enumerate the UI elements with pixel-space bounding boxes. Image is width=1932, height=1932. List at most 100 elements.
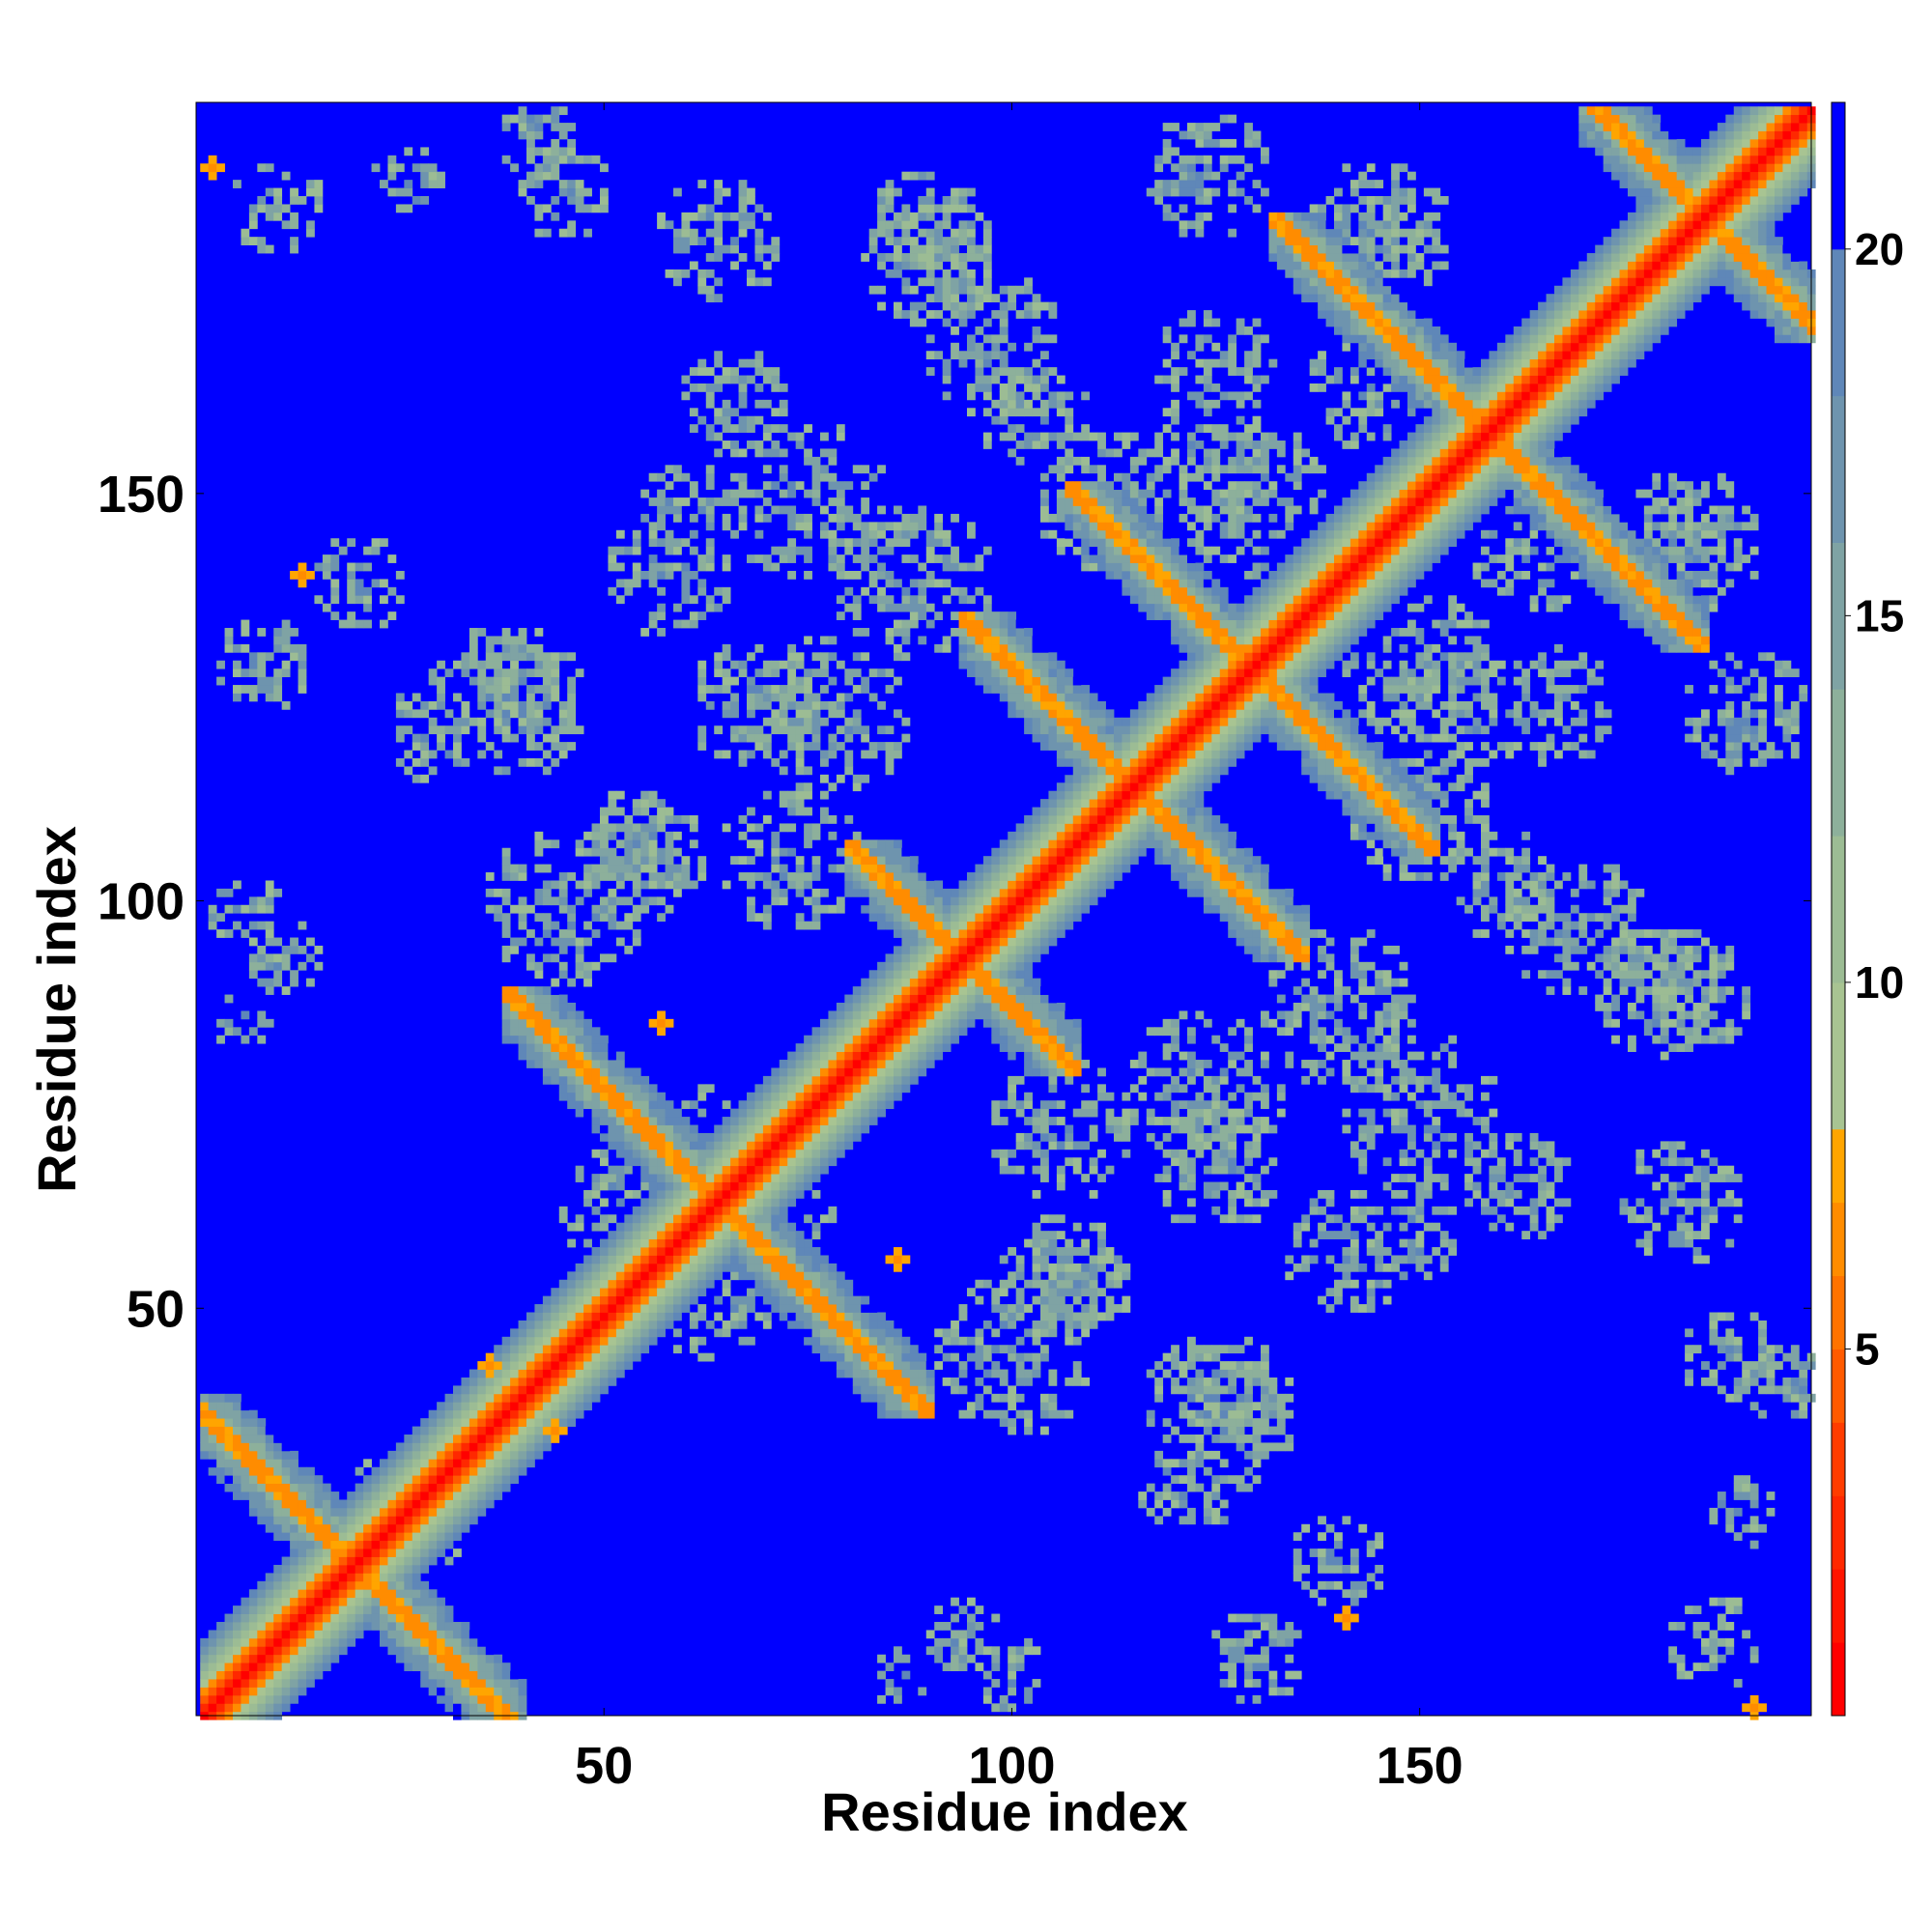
heatmap-cell [918, 228, 927, 238]
heatmap-cell [811, 1027, 821, 1037]
heatmap-cell [583, 155, 592, 164]
heatmap-cell [444, 1703, 454, 1713]
heatmap-cell [697, 358, 707, 368]
heatmap-cell [477, 1703, 487, 1713]
heatmap-cell [901, 872, 911, 881]
heatmap-cell [534, 1328, 544, 1338]
heatmap-cell [608, 562, 617, 572]
heatmap-cell [901, 937, 911, 947]
heatmap-cell [420, 163, 430, 173]
heatmap-cell [885, 1328, 895, 1338]
heatmap-cell [575, 1084, 584, 1094]
heatmap-cell [591, 1279, 601, 1289]
heatmap-cell [673, 1271, 682, 1281]
heatmap-cell [567, 1345, 577, 1354]
heatmap-cell [453, 725, 462, 735]
heatmap-cell [705, 399, 715, 409]
heatmap-cell [665, 269, 674, 278]
heatmap-cell [404, 187, 413, 197]
heatmap-cell [437, 1418, 445, 1427]
heatmap-cell [901, 1336, 911, 1346]
heatmap-cell [665, 1295, 674, 1305]
heatmap-cell [885, 929, 895, 938]
heatmap-cell [248, 212, 258, 221]
heatmap-cell [477, 693, 487, 702]
heatmap-cell [689, 1165, 698, 1175]
heatmap-cell [608, 856, 617, 866]
heatmap-cell [861, 1361, 870, 1370]
heatmap-cell [885, 269, 895, 278]
heatmap-cell [534, 114, 544, 124]
heatmap-cell [583, 1027, 592, 1037]
heatmap-cell [804, 676, 812, 686]
heatmap-cell [820, 757, 829, 767]
heatmap-cell [852, 465, 862, 474]
heatmap-cell [477, 1483, 487, 1492]
heatmap-cell [673, 1174, 682, 1182]
heatmap-cell [461, 1475, 470, 1485]
heatmap-cell [958, 237, 968, 245]
heatmap-cell [363, 1613, 372, 1623]
heatmap-cell [248, 921, 258, 930]
heatmap-cell [241, 1402, 250, 1411]
heatmap-cell [877, 970, 886, 980]
heatmap-cell [558, 1084, 568, 1094]
heatmap-cell [534, 171, 544, 181]
heatmap-cell [501, 864, 511, 873]
heatmap-cell [233, 1483, 242, 1492]
heatmap-cell [298, 643, 307, 653]
heatmap-cell [600, 913, 609, 923]
heatmap-cell [991, 399, 1001, 409]
heatmap-cell [632, 1320, 641, 1329]
heatmap-cell [999, 318, 1009, 327]
heatmap-cell [257, 1516, 267, 1525]
heatmap-cell [999, 1304, 1009, 1313]
heatmap-cell [951, 342, 959, 352]
heatmap-cell [925, 1409, 935, 1419]
heatmap-cell [534, 204, 544, 213]
heatmap-cell [877, 913, 886, 923]
heatmap-cell [265, 1703, 274, 1713]
heatmap-cell [844, 1320, 854, 1329]
heatmap-cell [754, 513, 764, 523]
heatmap-cell [975, 1328, 984, 1338]
heatmap-cell [747, 880, 755, 890]
heatmap-cell [877, 505, 886, 515]
heatmap-cell [714, 1206, 724, 1215]
heatmap-cell [518, 1035, 527, 1044]
heatmap-cell [494, 652, 503, 662]
heatmap-cell [811, 489, 821, 498]
heatmap-cell [828, 1067, 838, 1077]
heatmap-cell [885, 204, 895, 213]
heatmap-cell [705, 1247, 715, 1256]
heatmap-cell [567, 138, 577, 148]
heatmap-cell [820, 888, 829, 897]
heatmap-cell [722, 586, 731, 596]
heatmap-cell [811, 1075, 821, 1085]
heatmap-cell [820, 1336, 829, 1346]
heatmap-cell [747, 685, 755, 694]
heatmap-cell [754, 505, 764, 515]
heatmap-cell [673, 505, 682, 515]
heatmap-cell [420, 1556, 430, 1566]
heatmap-cell [868, 529, 878, 539]
heatmap-cell [501, 1336, 511, 1346]
heatmap-cell [747, 676, 755, 686]
heatmap-cell [747, 1149, 755, 1158]
heatmap-cell [828, 1345, 838, 1354]
heatmap-cell [877, 1108, 886, 1118]
heatmap-cell [665, 1320, 674, 1329]
heatmap-cell [322, 1532, 331, 1542]
heatmap-cell [975, 351, 984, 360]
heatmap-cell [804, 424, 812, 433]
heatmap-cell [967, 628, 976, 637]
heatmap-cell [510, 1369, 519, 1378]
heatmap-cell [632, 807, 641, 816]
heatmap-cell [861, 1075, 870, 1085]
heatmap-cell [828, 815, 838, 824]
heatmap-cell [991, 1328, 1001, 1338]
heatmap-cell [673, 815, 682, 824]
heatmap-cell [632, 1336, 641, 1346]
heatmap-cell [567, 1043, 577, 1052]
heatmap-cell [404, 1662, 413, 1672]
